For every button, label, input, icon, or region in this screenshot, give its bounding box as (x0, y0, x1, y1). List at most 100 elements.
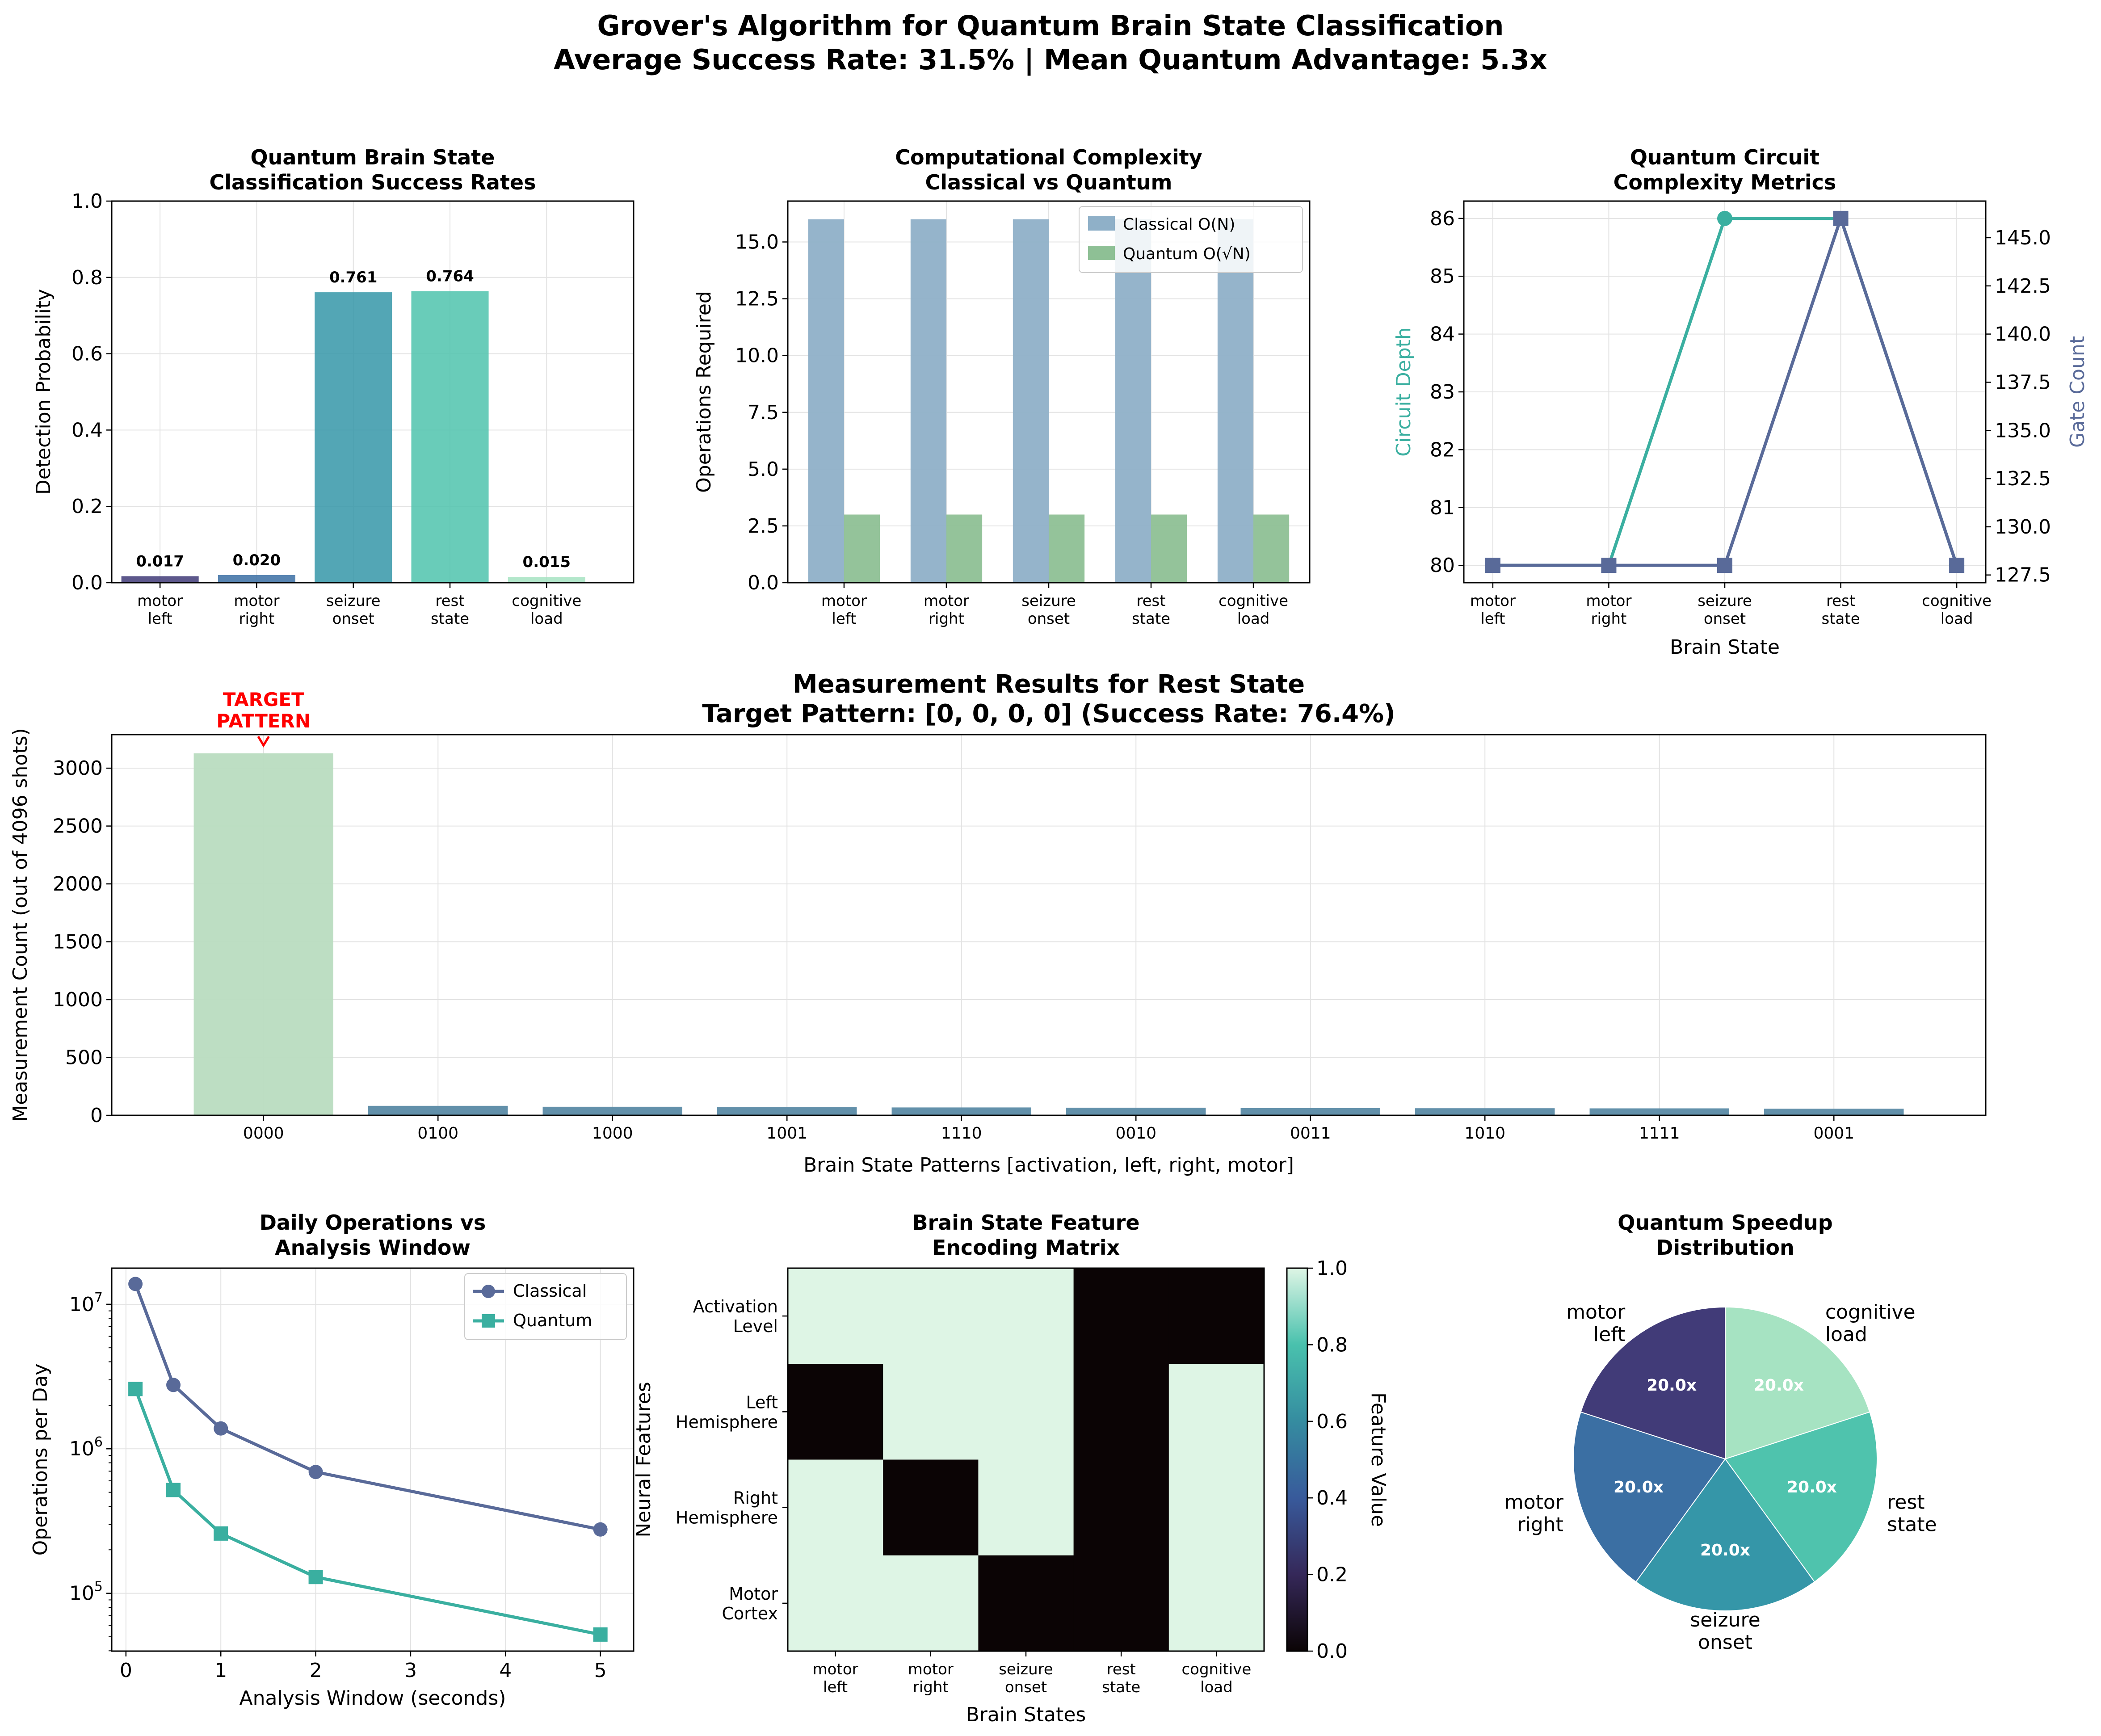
y-tick-label: 81 (1430, 496, 1455, 519)
pie-value-label: 20.0x (1787, 1478, 1837, 1496)
pie-slice (1724, 1411, 1878, 1583)
feature-tick-label: Motor Cortex (722, 1584, 778, 1623)
state-tick-label: rest state (1132, 592, 1170, 628)
pattern-tick-label: 0000 (243, 1124, 284, 1143)
heatmap-cell (788, 1555, 883, 1652)
y-tick-label: 83 (1430, 381, 1455, 404)
y2-axis-label: Gate Count (2066, 336, 2089, 448)
y-tick-label: 85 (1430, 265, 1455, 288)
feature-tick-label: Right Hemisphere (676, 1488, 778, 1528)
x-tick-label: 0 (120, 1659, 132, 1682)
colorbar-tick-label: 0.8 (1316, 1333, 1348, 1356)
heatmap-cell (978, 1364, 1074, 1460)
figure-title-line2: Average Success Rate: 31.5% | Mean Quant… (554, 43, 1547, 76)
gate-count-point (1485, 558, 1500, 573)
axes-frame (111, 1267, 635, 1652)
target-pattern-bar (193, 753, 333, 1115)
y-tick-label: 0.4 (71, 419, 103, 441)
pie-label: motor left (1566, 1301, 1626, 1346)
quantum-ops-point (128, 1382, 143, 1396)
pattern-tick-label: 0001 (1813, 1124, 1854, 1143)
quantum-bar (844, 514, 880, 583)
state-tick-label: cognitive load (512, 592, 581, 628)
classical-bar (808, 219, 844, 583)
classical-ops-point (593, 1522, 608, 1537)
heatmap-cell (788, 1364, 883, 1460)
state-tick-label: rest state (1102, 1660, 1140, 1696)
y-tick-label: 84 (1430, 323, 1455, 346)
y-tick-label: 86 (1430, 207, 1455, 230)
quantum-bar (946, 514, 983, 583)
feature-tick-label: Activation Level (693, 1297, 778, 1336)
y-tick-label: 0.0 (748, 572, 779, 594)
state-tick-label: seizure onset (1698, 592, 1752, 628)
y2-tick-label: 145.0 (1995, 227, 2051, 249)
y-tick-label: 7.5 (748, 401, 779, 424)
y-axis-label: Operations per Day (29, 1364, 52, 1556)
heatmap-cell (1168, 1268, 1265, 1364)
classical-ops-point (128, 1277, 143, 1291)
gate-count-point (1833, 210, 1849, 226)
circuit-depth-point (1717, 210, 1732, 226)
axes-frame (1463, 200, 1987, 584)
bar-value-label: 0.020 (233, 551, 281, 569)
success-bar (411, 291, 489, 583)
y-tick-label: 1.0 (71, 190, 103, 213)
pattern-bar (1589, 1108, 1729, 1115)
heatmap-cell (978, 1459, 1074, 1556)
success-bar (508, 577, 585, 583)
state-tick-label: cognitive load (1219, 592, 1288, 628)
legend-label-quantum: Quantum (513, 1311, 592, 1330)
figure-title-line1: Grover's Algorithm for Quantum Brain Sta… (597, 9, 1504, 42)
pattern-tick-label: 1001 (766, 1124, 807, 1143)
classical-bar (1217, 219, 1254, 583)
y2-tick-label: 132.5 (1995, 467, 2051, 490)
panel-title: Quantum Brain State Classification Succes… (209, 145, 536, 194)
classical-bar (1115, 219, 1151, 583)
colorbar-label: Feature Value (1367, 1392, 1390, 1527)
pie-value-label: 20.0x (1614, 1478, 1664, 1496)
heatmap-cell (883, 1268, 979, 1364)
pie-value-label: 20.0x (1647, 1376, 1697, 1395)
pie-slice (1580, 1306, 1726, 1460)
legend-box (1079, 206, 1303, 273)
pattern-bar (1066, 1107, 1206, 1115)
bar-value-label: 0.761 (329, 269, 378, 286)
classical-ops-point (308, 1465, 323, 1480)
quantum-ops-point (214, 1526, 228, 1541)
y-axis-label: Circuit Depth (1392, 327, 1415, 457)
target-pattern-annotation: TARGET PATTERN (216, 689, 311, 732)
heatmap-cell (978, 1555, 1074, 1652)
panel-title: Quantum Speedup Distribution (1618, 1211, 1832, 1260)
y2-tick-label: 130.0 (1995, 516, 2051, 538)
colorbar-tick-label: 0.4 (1316, 1487, 1348, 1509)
x-tick-label: 3 (404, 1659, 417, 1682)
panel-title: Daily Operations vs Analysis Window (260, 1211, 486, 1260)
gate-count-point (1601, 558, 1617, 573)
heatmap-cell (883, 1555, 979, 1652)
pattern-bar (891, 1107, 1031, 1115)
heatmap-cell (1073, 1268, 1169, 1364)
y-tick-label: 0 (90, 1104, 103, 1127)
colorbar-tick-label: 0.2 (1316, 1564, 1348, 1586)
legend-marker-quantum (482, 1314, 495, 1328)
state-tick-label: motor left (137, 592, 183, 628)
y-tick-label: 2.5 (748, 515, 779, 538)
y-tick-label: 12.5 (735, 288, 779, 311)
x-axis-label: Brain State (1670, 636, 1780, 659)
state-tick-label: seizure onset (999, 1660, 1053, 1696)
y-tick-label: 10.0 (735, 345, 779, 367)
y-axis-label: Operations Required (693, 291, 715, 493)
state-tick-label: seizure onset (1021, 592, 1076, 628)
heatmap-cell (1073, 1459, 1169, 1556)
heatmap-cell (1073, 1364, 1169, 1460)
pattern-bar (717, 1107, 857, 1115)
pattern-bar (542, 1106, 682, 1115)
y-tick-label: 80 (1430, 554, 1455, 577)
y-tick-label: 500 (65, 1047, 103, 1069)
heatmap-cell (883, 1364, 979, 1460)
y-tick-label: 0.8 (71, 266, 103, 289)
state-tick-label: motor right (1586, 592, 1631, 628)
state-tick-label: seizure onset (326, 592, 381, 628)
y-tick-label: 0.2 (71, 495, 103, 518)
